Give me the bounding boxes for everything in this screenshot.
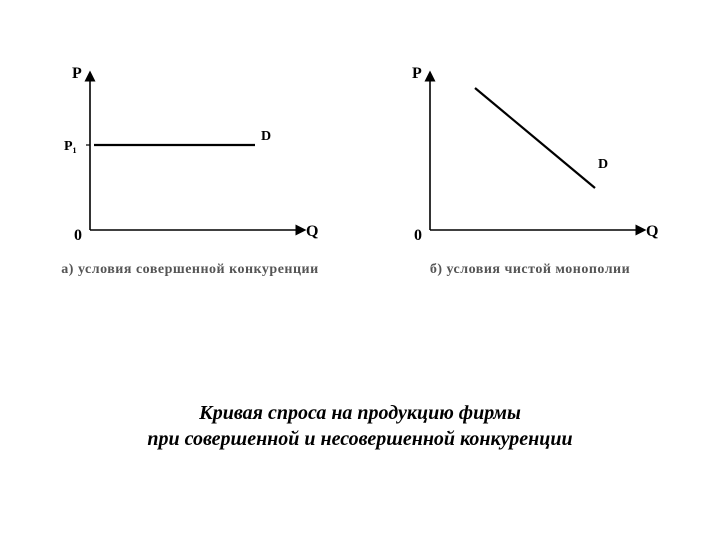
chart-a-x-label: Q	[306, 223, 318, 240]
chart-b-origin-label: 0	[414, 227, 422, 244]
chart-a-origin-label: 0	[74, 227, 82, 244]
chart-b-x-label: Q	[646, 223, 658, 240]
page-root: P Q 0 P₁ D а) условия совершенной конкур…	[0, 0, 720, 540]
chart-a-curve-label: D	[261, 129, 271, 144]
chart-b-y-label: P	[412, 65, 422, 82]
chart-a-p1-label: P₁	[64, 139, 77, 154]
title-line-1: Кривая спроса на продукцию фирмы	[0, 400, 720, 426]
chart-a-subcaption: а) условия совершенной конкуренции	[61, 262, 318, 278]
chart-b-svg: P Q 0 D	[390, 60, 670, 260]
title-block: Кривая спроса на продукцию фирмы при сов…	[0, 400, 720, 452]
chart-b-subcaption: б) условия чистой монополии	[430, 262, 630, 278]
chart-b-curve-label: D	[598, 157, 608, 172]
charts-row: P Q 0 P₁ D а) условия совершенной конкур…	[40, 60, 680, 320]
chart-a-y-label: P	[72, 65, 82, 82]
chart-a-panel: P Q 0 P₁ D а) условия совершенной конкур…	[40, 60, 340, 320]
chart-b-panel: P Q 0 D б) условия чистой монополии	[380, 60, 680, 320]
chart-a-svg: P Q 0 P₁ D	[50, 60, 330, 260]
chart-b-demand-curve	[475, 88, 595, 188]
title-line-2: при совершенной и несовершенной конкурен…	[0, 426, 720, 452]
